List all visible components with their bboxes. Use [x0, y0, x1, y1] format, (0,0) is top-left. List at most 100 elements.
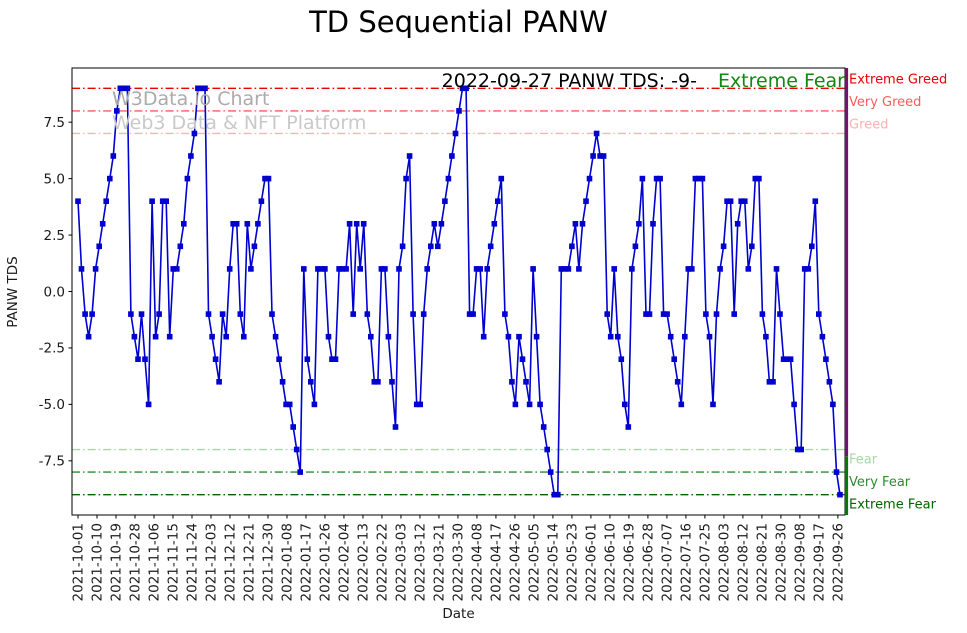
data-point-marker	[523, 379, 529, 385]
data-point-marker	[713, 311, 720, 317]
data-point-marker	[332, 356, 339, 362]
data-point-marker	[339, 266, 346, 272]
data-point-marker	[544, 446, 550, 453]
data-point-marker	[177, 243, 184, 250]
y-tick-label: 2.5	[44, 228, 65, 244]
x-tick-label: 2022-06-10	[602, 523, 618, 601]
data-point-marker	[75, 198, 81, 204]
data-point-marker	[244, 221, 251, 227]
y-tick-label: -2.5	[39, 341, 65, 357]
data-point-marker	[406, 153, 413, 159]
data-point-marker	[505, 333, 512, 340]
data-point-marker	[226, 266, 233, 272]
data-point-marker	[622, 401, 628, 408]
data-point-marker	[445, 175, 452, 182]
data-point-marker	[399, 243, 406, 250]
x-tick-label: 2022-04-17	[488, 523, 504, 601]
x-tick-label: 2021-10-19	[108, 523, 124, 601]
data-point-marker	[145, 401, 152, 408]
x-tick-label: 2022-06-28	[640, 523, 656, 601]
annotation-sentiment: Extreme Fear	[717, 70, 845, 92]
data-point-marker	[477, 266, 483, 272]
data-point-marker	[181, 221, 187, 227]
data-point-marker	[798, 446, 804, 453]
x-tick-label: 2021-12-30	[260, 523, 276, 601]
data-point-marker	[805, 266, 812, 272]
data-point-marker	[248, 266, 254, 272]
plot-border	[71, 67, 846, 516]
data-point-marker	[92, 266, 99, 272]
data-point-marker	[466, 311, 473, 317]
x-tick-label: 2022-08-03	[716, 523, 732, 601]
data-point-marker	[801, 266, 808, 272]
data-point-marker	[96, 243, 102, 250]
data-point-marker	[216, 379, 222, 385]
data-point-marker	[318, 266, 325, 272]
x-tick-label: 2022-08-30	[773, 523, 789, 601]
data-point-marker	[456, 108, 462, 114]
watermark-line2: Web3 Data & NFT Platform	[112, 112, 367, 134]
data-point-marker	[212, 356, 219, 362]
data-point-marker	[166, 333, 173, 340]
data-point-marker	[823, 356, 829, 362]
data-point-marker	[650, 221, 656, 227]
x-tick-label: 2022-03-03	[393, 523, 409, 601]
data-point-marker	[420, 311, 427, 317]
data-point-marker	[770, 379, 776, 385]
data-point-marker	[149, 198, 155, 204]
data-point-marker	[382, 266, 388, 272]
data-point-marker	[315, 266, 321, 272]
data-point-marker	[562, 266, 568, 272]
data-point-marker	[569, 243, 575, 250]
data-point-marker	[724, 198, 730, 204]
data-point-marker	[290, 424, 296, 430]
data-point-marker	[734, 221, 741, 227]
data-point-marker	[364, 311, 371, 317]
data-point-marker	[209, 333, 215, 340]
data-point-marker	[202, 85, 208, 92]
data-point-marker	[696, 175, 702, 182]
data-point-marker	[85, 333, 92, 340]
data-point-marker	[322, 266, 328, 272]
data-point-marker	[195, 85, 201, 92]
y-tick-label: -7.5	[39, 454, 65, 470]
data-point-marker	[752, 175, 759, 182]
x-tick-label: 2021-12-12	[222, 523, 238, 601]
data-point-marker	[459, 85, 466, 92]
data-point-marker	[625, 424, 632, 430]
data-point-marker	[689, 266, 695, 272]
data-point-marker	[516, 333, 522, 340]
data-point-marker	[773, 266, 780, 272]
data-point-marker	[89, 311, 95, 317]
data-point-marker	[727, 198, 734, 204]
y-tick-label: 5.0	[44, 171, 65, 187]
threshold-label: Extreme Greed	[849, 72, 947, 87]
x-tick-label: 2022-02-13	[355, 523, 371, 601]
data-point-marker	[473, 266, 480, 272]
data-point-marker	[308, 379, 314, 385]
data-point-marker	[678, 401, 685, 408]
data-point-marker	[816, 311, 822, 317]
data-point-marker	[403, 175, 409, 182]
data-point-marker	[710, 401, 716, 408]
data-point-marker	[674, 379, 681, 385]
data-point-marker	[664, 311, 670, 317]
data-point-marker	[611, 266, 617, 272]
data-point-marker	[731, 311, 737, 317]
data-point-marker	[470, 311, 476, 317]
data-point-marker	[533, 333, 540, 340]
data-point-marker	[597, 153, 603, 159]
data-point-marker	[233, 221, 240, 227]
data-point-marker	[657, 175, 663, 182]
data-point-marker	[410, 311, 416, 317]
data-point-marker	[265, 175, 272, 182]
data-point-marker	[375, 379, 381, 385]
x-tick-label: 2021-11-15	[165, 523, 181, 601]
data-point-marker	[138, 311, 145, 317]
data-point-marker	[826, 379, 833, 385]
data-point-marker	[438, 221, 445, 227]
data-point-marker	[809, 243, 815, 250]
x-tick-label: 2022-02-04	[336, 523, 352, 601]
data-point-marker	[495, 198, 501, 204]
